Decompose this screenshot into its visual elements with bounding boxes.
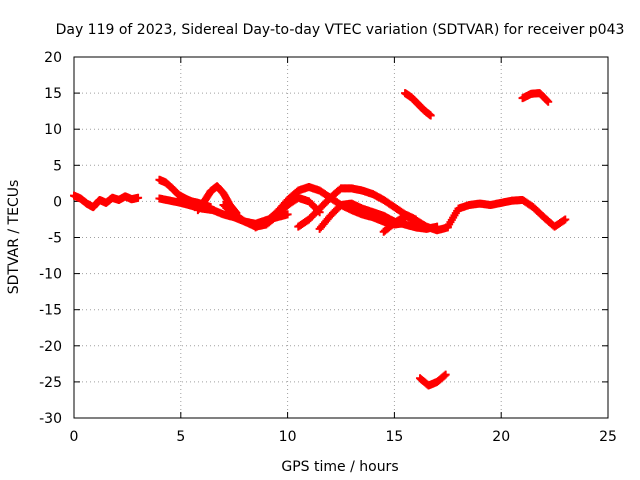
x-tick-label: 25 xyxy=(599,429,617,445)
data-point xyxy=(426,111,435,120)
x-tick-label: 20 xyxy=(492,429,510,445)
x-axis-label: GPS time / hours xyxy=(281,459,398,475)
data-points xyxy=(70,89,570,390)
data-point xyxy=(544,97,553,106)
y-tick-label: -15 xyxy=(39,303,62,319)
y-axis-label: SDTVAR / TECUs xyxy=(6,180,22,295)
x-tick-label: 5 xyxy=(176,429,185,445)
y-tick-label: -10 xyxy=(39,267,62,283)
series-arc12 xyxy=(443,195,570,231)
x-tick-label: 10 xyxy=(279,429,297,445)
y-tick-label: 10 xyxy=(44,122,62,138)
series-arc5 xyxy=(219,193,324,231)
data-point xyxy=(561,215,570,224)
y-tick-label: 5 xyxy=(53,158,62,174)
data-point xyxy=(134,193,143,202)
series-arc1 xyxy=(70,191,143,212)
x-tick-label: 0 xyxy=(70,429,79,445)
y-tick-label: 20 xyxy=(44,50,62,66)
series-arc2 xyxy=(155,175,215,212)
y-tick-label: 0 xyxy=(53,194,62,210)
data-point xyxy=(283,210,292,219)
y-tick-label: 15 xyxy=(44,86,62,102)
series-arc6 xyxy=(251,182,410,232)
series-arc4 xyxy=(193,182,241,217)
series-arc9 xyxy=(379,211,452,236)
axis-ticks: 0 5 10 15 20 25 20 15 10 5 0 -5 -10 -15 -20 -25 -30 xyxy=(39,50,617,445)
y-tick-label: -30 xyxy=(39,411,62,427)
y-tick-label: -5 xyxy=(48,231,62,247)
series-arc11 xyxy=(416,370,450,390)
data-point xyxy=(441,370,450,379)
grid-lines xyxy=(74,57,608,418)
y-tick-label: -25 xyxy=(39,375,62,391)
y-tick-label: -20 xyxy=(39,339,62,355)
series-arc13 xyxy=(518,89,553,106)
series-arc10 xyxy=(401,89,435,120)
data-point xyxy=(543,96,552,105)
chart-title: Day 119 of 2023, Sidereal Day-to-day VTE… xyxy=(56,22,625,38)
x-tick-label: 15 xyxy=(385,429,403,445)
